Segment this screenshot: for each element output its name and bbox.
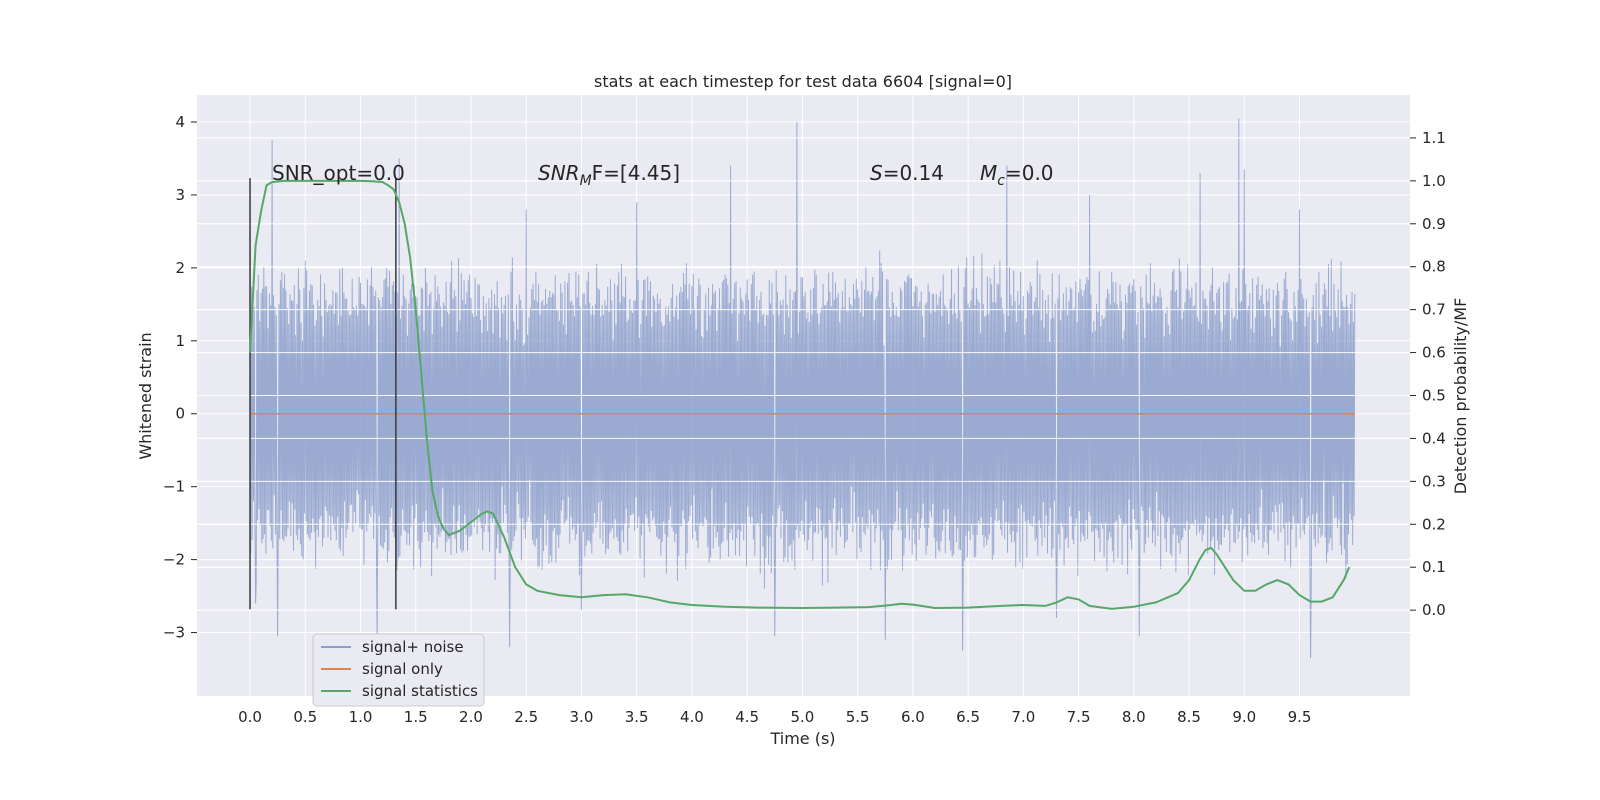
x-tick-label: 3.5 xyxy=(625,708,649,726)
annotation-mc: Mc=0.0 xyxy=(980,161,1054,189)
annotation-s-value: =0.14 xyxy=(883,161,944,185)
annotation-mc-sub: c xyxy=(997,173,1005,189)
y-tick-label-left: 4 xyxy=(175,113,185,131)
legend: signal+ noise signal only signal statist… xyxy=(312,633,485,707)
annotation-snr-opt: SNR_opt=0.0 xyxy=(272,161,405,185)
x-tick-label: 0.5 xyxy=(293,708,317,726)
y-axis-label-left: Whitened strain xyxy=(136,332,155,459)
annotation-s-prefix: S xyxy=(870,161,883,185)
series-signal-statistics xyxy=(249,179,1351,610)
y-tick-label-right: 1.1 xyxy=(1422,129,1446,147)
y-tick-label-left: −2 xyxy=(163,551,185,569)
y-tick-label-left: −1 xyxy=(163,478,185,496)
y-tick-label-left: 3 xyxy=(175,186,185,204)
series-signal-noise xyxy=(249,118,1356,659)
x-tick-label: 7.5 xyxy=(1067,708,1091,726)
y-tick-label-left: 2 xyxy=(175,259,185,277)
y-tick-label-right: 0.8 xyxy=(1422,258,1446,276)
annotation-mc-prefix: M xyxy=(980,161,997,185)
x-tick-label: 2.5 xyxy=(514,708,538,726)
annotation-snr-mf-sub: M xyxy=(580,173,592,189)
y-tick-label-right: 0.5 xyxy=(1422,387,1446,405)
y-tick-label-left: −3 xyxy=(163,624,185,642)
y-tick-label-right: 0.4 xyxy=(1422,429,1446,447)
x-tick-label: 4.0 xyxy=(680,708,704,726)
legend-label-signal-only: signal only xyxy=(362,660,443,678)
y-tick-label-right: 0.3 xyxy=(1422,472,1446,490)
annotation-snr-mf-suffix: F=[4.45] xyxy=(592,161,680,185)
y-tick-label-right: 0.7 xyxy=(1422,301,1446,319)
x-tick-label: 9.0 xyxy=(1232,708,1256,726)
y-tick-label-left: 0 xyxy=(175,405,185,423)
x-tick-label: 0.0 xyxy=(238,708,262,726)
legend-label-signal-statistics: signal statistics xyxy=(362,682,478,700)
x-tick-label: 6.0 xyxy=(901,708,925,726)
y-tick-label-left: 1 xyxy=(175,332,185,350)
y-axis-label-right: Detection probability/MF xyxy=(1451,298,1470,495)
y-tick-label-right: 0.9 xyxy=(1422,215,1446,233)
x-tick-label: 7.0 xyxy=(1011,708,1035,726)
annotation-mc-value: =0.0 xyxy=(1005,161,1054,185)
tick-labels: 0.0 0.5 1.0 1.5 2.0 2.5 3.0 3.5 4.0 4.5 5.0 5.5 6.0 6… xyxy=(163,113,1446,726)
legend-box xyxy=(312,633,485,707)
x-tick-label: 4.5 xyxy=(735,708,759,726)
y-tick-label-right: 1.0 xyxy=(1422,172,1446,190)
chart-title: stats at each timestep for test data 660… xyxy=(594,72,1012,91)
x-tick-label: 3.0 xyxy=(570,708,594,726)
x-tick-label: 2.0 xyxy=(459,708,483,726)
data-layer xyxy=(197,118,1410,659)
annotation-snr-mf-prefix: SNR xyxy=(538,161,580,185)
x-tick-label: 9.5 xyxy=(1288,708,1312,726)
x-tick-label: 8.0 xyxy=(1122,708,1146,726)
x-tick-label: 5.5 xyxy=(846,708,870,726)
y-tick-label-right: 0.1 xyxy=(1422,558,1446,576)
x-tick-label: 5.0 xyxy=(790,708,814,726)
y-tick-label-right: 0.6 xyxy=(1422,344,1446,362)
legend-label-signal-noise: signal+ noise xyxy=(362,638,464,656)
annotation-snr-mf: SNRMF=[4.45] xyxy=(538,161,680,189)
y-tick-label-right: 0.2 xyxy=(1422,515,1446,533)
annotations: SNR_opt=0.0 SNRMF=[4.45] S=0.14 Mc=0.0 xyxy=(272,161,1054,189)
y-tick-label-right: 0.0 xyxy=(1422,601,1446,619)
x-tick-label: 8.5 xyxy=(1177,708,1201,726)
x-axis-label: Time (s) xyxy=(769,729,835,748)
x-tick-label: 6.5 xyxy=(956,708,980,726)
x-tick-label: 1.0 xyxy=(349,708,373,726)
x-tick-label: 1.5 xyxy=(404,708,428,726)
annotation-s: S=0.14 xyxy=(870,161,944,185)
